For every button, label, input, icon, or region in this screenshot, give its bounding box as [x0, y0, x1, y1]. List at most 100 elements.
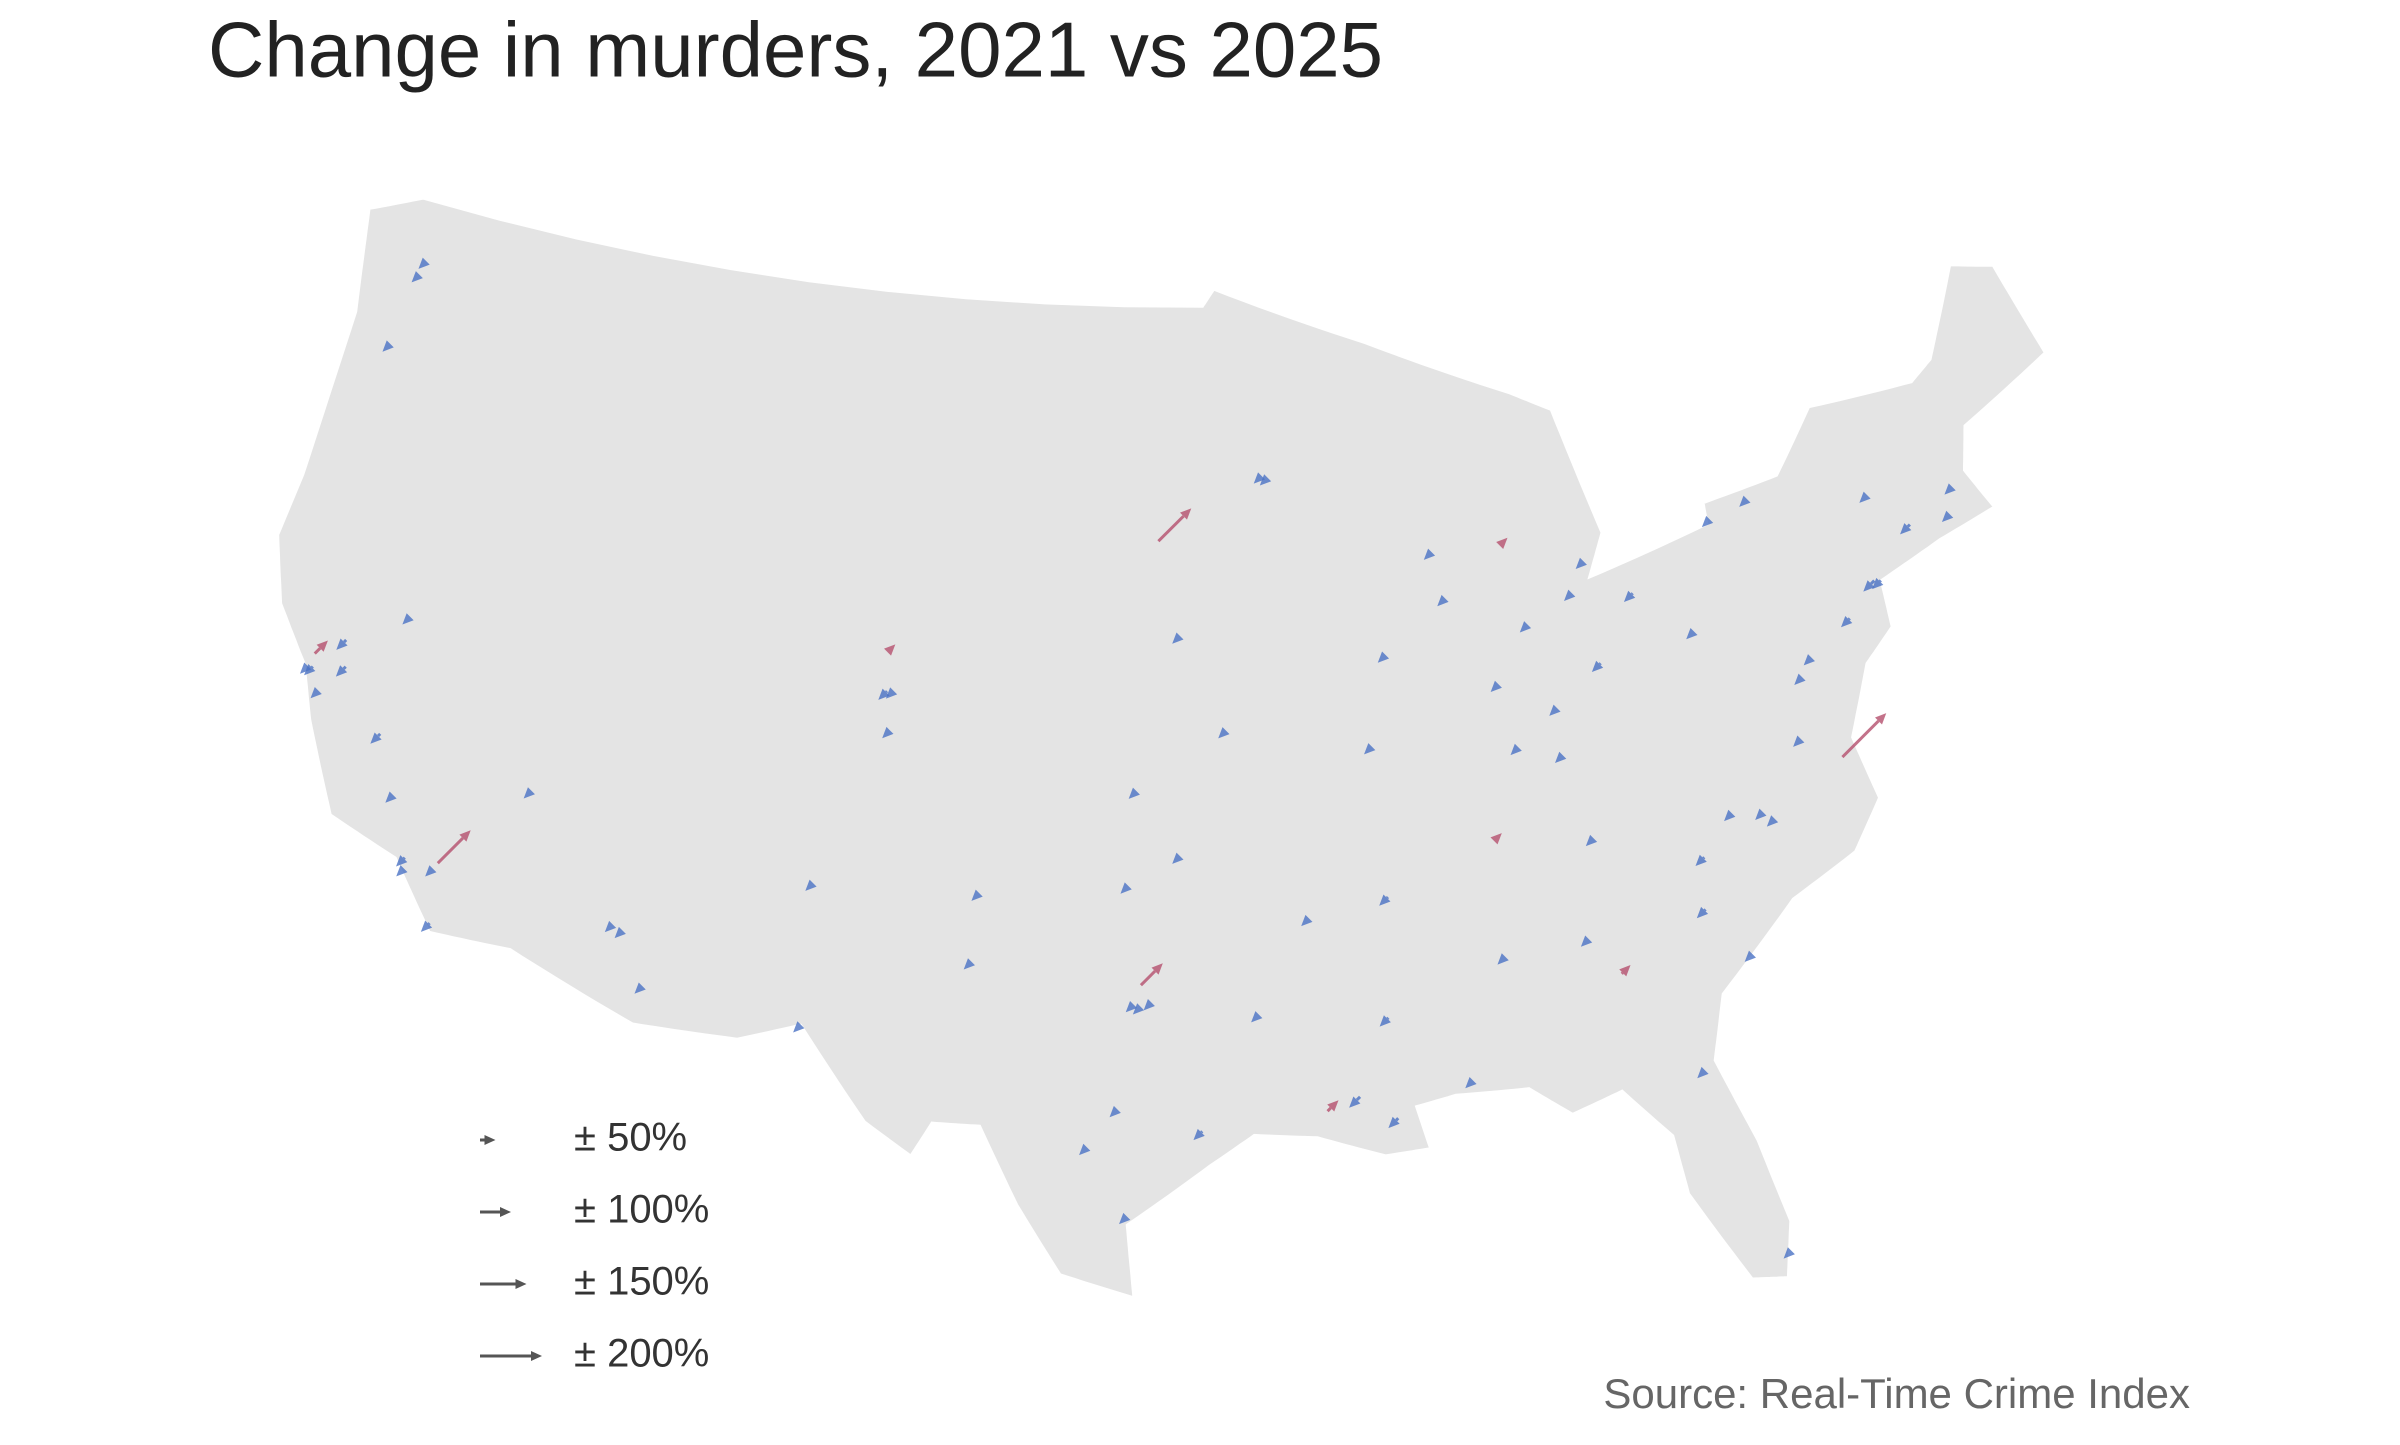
arrow-head	[370, 732, 382, 744]
decrease-arrow	[604, 920, 617, 933]
legend-label: ± 100%	[574, 1188, 709, 1232]
arrow-head	[1364, 743, 1376, 755]
decrease-arrow	[1143, 999, 1155, 1011]
arrow-shaft	[377, 732, 382, 738]
increase-arrow	[1139, 963, 1163, 987]
decrease-arrow	[1793, 735, 1805, 747]
decrease-arrow	[1379, 1015, 1391, 1027]
decrease-arrow	[1944, 483, 1956, 495]
arrow-shaft	[1386, 1016, 1390, 1020]
decrease-arrow	[1497, 953, 1509, 965]
arrow-head	[336, 638, 348, 650]
increase-arrow	[436, 830, 471, 865]
decrease-arrow	[1253, 472, 1266, 484]
us-outline	[277, 197, 2046, 1299]
decrease-arrow	[382, 340, 394, 352]
arrow-head	[310, 686, 322, 699]
arrow-head	[1944, 483, 1956, 495]
decrease-arrow	[1783, 1247, 1795, 1259]
increase-arrow	[313, 640, 328, 655]
arrow-head	[805, 879, 817, 891]
increase-arrow	[1326, 1100, 1339, 1113]
arrow-head	[1575, 557, 1587, 569]
arrow-head	[1941, 510, 1954, 523]
land	[277, 197, 2046, 1299]
decrease-arrow	[882, 726, 894, 739]
legend-label: ± 150%	[574, 1260, 709, 1304]
arrow-head	[385, 791, 397, 803]
decrease-arrow	[1591, 660, 1604, 673]
arrow-shaft	[313, 647, 322, 655]
arrow-head	[1859, 491, 1871, 503]
decrease-arrow	[370, 732, 382, 744]
arrow-head	[1510, 743, 1522, 756]
decrease-arrow	[1377, 651, 1390, 663]
legend-arrow	[480, 1351, 542, 1361]
arrow-head	[1119, 1212, 1131, 1225]
arrow-shaft	[885, 690, 889, 694]
decrease-arrow	[1580, 935, 1593, 947]
decrease-arrow	[793, 1021, 805, 1033]
decrease-arrow	[1794, 673, 1806, 685]
arrow-shaft	[343, 638, 348, 644]
arrow-shaft	[1139, 970, 1157, 987]
increase-arrow	[884, 644, 896, 656]
arrow-head	[1193, 1128, 1205, 1141]
decrease-arrow	[1510, 743, 1522, 756]
increase-arrow	[1619, 965, 1631, 977]
decrease-arrow	[1109, 1105, 1121, 1118]
arrow-head	[531, 1351, 542, 1361]
arrow-shaft	[1703, 908, 1707, 912]
arrow-head	[382, 340, 394, 352]
decrease-arrow	[396, 855, 408, 867]
decrease-arrow	[1218, 727, 1230, 739]
decrease-arrow	[1549, 704, 1561, 716]
arrow-shaft	[436, 837, 464, 865]
arrow-head	[1128, 787, 1140, 799]
arrow-head	[1755, 808, 1767, 820]
arrow-head	[523, 787, 535, 799]
arrow-shaft	[1200, 1130, 1204, 1134]
title: Change in murders, 2021 vs 2025	[208, 6, 1383, 94]
arrow-head	[1497, 953, 1509, 965]
arrow-head	[1125, 1001, 1138, 1013]
arrow-head	[1109, 1105, 1121, 1118]
arrow-head	[1701, 515, 1714, 528]
decrease-arrow	[304, 664, 316, 676]
arrow-head	[963, 958, 975, 970]
arrow-head	[1555, 751, 1567, 764]
arrow-head	[1379, 894, 1391, 906]
arrow-shaft	[427, 922, 431, 926]
arrow-shaft	[342, 665, 347, 670]
arrow-head	[1872, 577, 1884, 590]
arrow-head	[1172, 632, 1184, 644]
arrow-head	[604, 920, 617, 933]
decrease-arrow	[1701, 515, 1714, 528]
arrow-head	[1549, 704, 1561, 716]
arrow-shaft	[1395, 1117, 1400, 1122]
decrease-arrow	[336, 638, 348, 650]
decrease-arrow	[1900, 523, 1912, 535]
decrease-arrow	[425, 865, 437, 877]
arrow-head	[425, 865, 437, 877]
decrease-arrow	[1490, 680, 1502, 693]
decrease-arrow	[1388, 1116, 1400, 1129]
decrease-arrow	[1301, 914, 1313, 927]
decrease-arrow	[1575, 557, 1587, 569]
arrow-head	[1490, 833, 1502, 845]
arrow-head	[1179, 508, 1192, 520]
decrease-arrow	[1755, 808, 1767, 820]
decrease-arrow	[1128, 787, 1140, 799]
legend-arrow	[480, 1135, 496, 1145]
decrease-arrow	[971, 889, 983, 901]
arrow-shaft	[402, 856, 406, 860]
decrease-arrow	[885, 687, 898, 699]
arrow-head	[1132, 1003, 1145, 1015]
decrease-arrow	[1555, 751, 1567, 764]
arrow-head	[1874, 713, 1887, 725]
arrow-head	[396, 865, 408, 877]
arrow-head	[1120, 882, 1132, 894]
arrow-head	[1803, 654, 1815, 666]
arrow-head	[1695, 854, 1707, 867]
arrow-head	[1377, 651, 1390, 663]
